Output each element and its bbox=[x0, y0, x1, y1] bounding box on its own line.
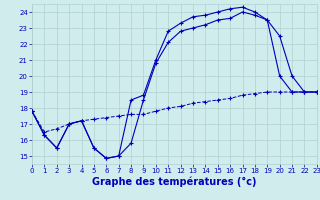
X-axis label: Graphe des températures (°c): Graphe des températures (°c) bbox=[92, 177, 257, 187]
